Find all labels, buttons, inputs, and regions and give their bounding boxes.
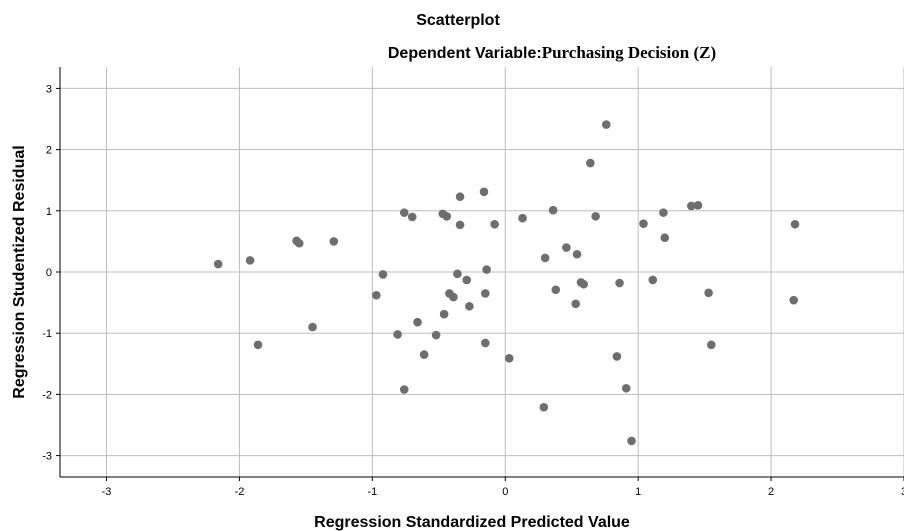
scatter-point [372,290,381,300]
scatter-point [378,270,388,279]
scatter-point [294,238,304,248]
x-tick-label: -1 [367,486,377,498]
chart-subtitle: Dependent Variable:Purchasing Decision (… [388,43,716,62]
scatter-point [648,275,658,285]
scatter-point [419,350,429,359]
x-tick-label: 0 [502,486,508,498]
scatter-point [308,322,317,332]
scatter-point [687,201,696,211]
scatter-point [601,120,611,129]
scatter-point [621,383,631,393]
scatter-point [539,402,549,412]
scatter-point [790,219,800,229]
scatter-point [479,187,489,197]
scatter-point [504,353,514,363]
y-tick-label: -2 [42,389,52,401]
x-tick-label: 3 [901,486,904,498]
scatter-point [481,289,490,298]
scatter-point [586,158,595,168]
x-tick-label: -3 [102,486,112,498]
subtitle-variable: Purchasing Decision (Z) [542,43,716,62]
scatter-point [329,237,339,246]
scatter-point [393,330,402,339]
scatter-point [399,385,409,394]
scatter-point [660,233,670,243]
scatter-point [213,259,223,269]
scatter-point [706,340,716,350]
scatter-point [465,301,474,311]
scatter-point [612,352,622,361]
scatter-point [482,265,491,274]
data-points [213,120,800,446]
y-tick-label: 1 [46,206,52,218]
scatter-point [615,278,624,288]
scatter-point [591,212,600,221]
scatter-point [481,338,490,348]
scatter-point [245,256,255,265]
grid-lines [60,67,904,477]
scatter-point [453,269,462,279]
scatter-point [548,205,558,215]
y-tick-label: 3 [46,83,52,95]
scatter-point [659,208,668,217]
scatter-point [551,285,561,295]
scatter-point [407,212,417,222]
scatter-point [442,212,452,221]
scatter-point [627,436,636,446]
scatter-point [455,192,465,202]
scatter-point [693,200,703,210]
scatter-point [413,317,422,327]
scatter-point [439,309,449,319]
y-tick-label: 2 [46,145,52,157]
y-tick-label: -1 [42,328,52,340]
scatter-point [789,295,798,305]
y-axis-label: Regression Studentized Residual [11,145,28,398]
scatter-point [572,249,582,259]
scatter-point [639,219,648,228]
chart-title: Scatterplot [416,12,500,29]
scatter-point [462,275,472,285]
scatter-point [490,219,499,229]
x-tick-label: 1 [635,486,641,498]
scatter-point [449,292,458,302]
scatter-point [571,299,581,309]
subtitle-prefix: Dependent Variable: [388,45,542,62]
scatter-point [562,243,571,252]
scatter-point [399,208,409,217]
x-tick-label: -2 [235,486,245,498]
scatter-point [540,253,550,263]
scatter-point [455,220,465,230]
scatter-point [431,330,441,340]
scatter-point [253,340,263,350]
axes [56,67,904,481]
x-axis-label: Regression Standardized Predicted Value [314,514,630,531]
tick-labels: -3 -2 -1 0 1 2 3 3 2 1 0 -1 -2 -3 [42,83,904,498]
y-tick-label: -3 [42,451,52,463]
x-tick-label: 2 [768,486,774,498]
scatter-point [579,279,588,289]
scatter-point [704,288,713,298]
y-tick-label: 0 [46,267,52,279]
scatter-point [518,213,527,223]
